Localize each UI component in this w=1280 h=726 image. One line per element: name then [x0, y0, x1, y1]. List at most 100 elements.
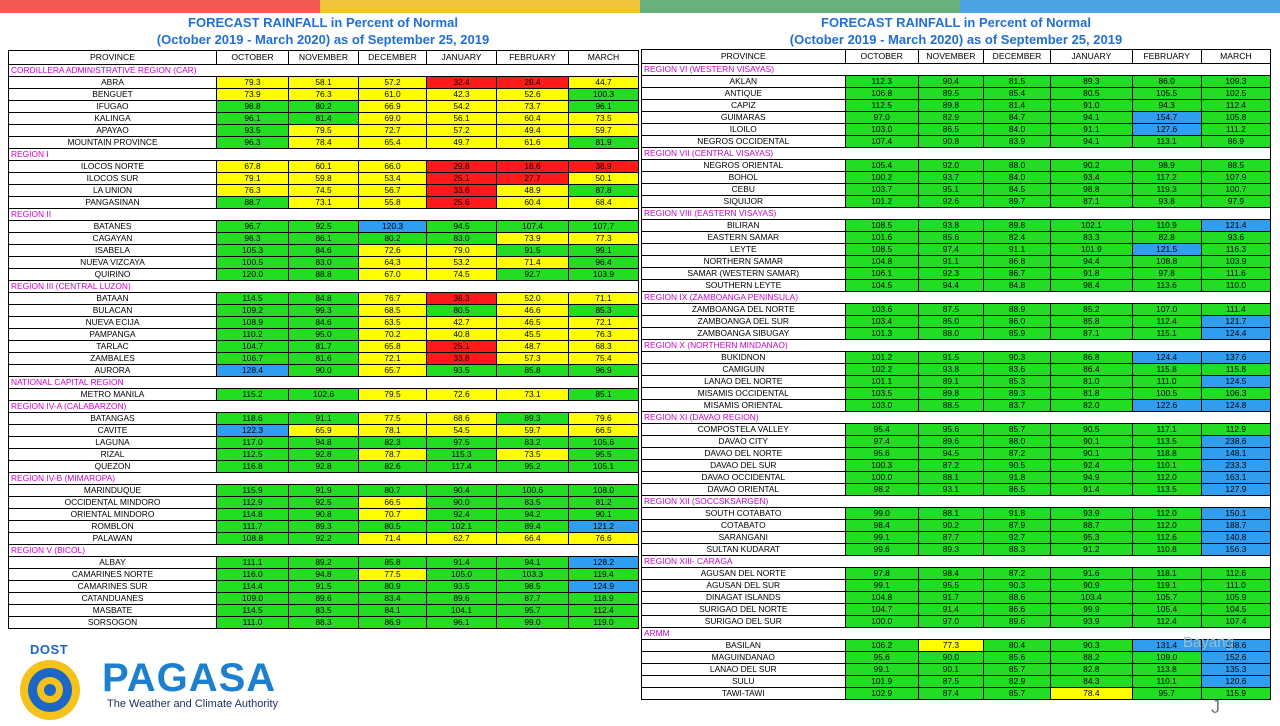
rainfall-value-cell: 111.7	[216, 520, 289, 533]
rainfall-value-cell: 92.7	[496, 268, 569, 281]
rainfall-value-cell: 113.6	[1131, 279, 1202, 292]
province-row: AURORA 128.4 90.0 65.7 93.5 85.8 96.9	[8, 364, 639, 377]
rainfall-value-cell: 86.1	[288, 232, 359, 245]
rainfall-value-cell: 57.2	[358, 76, 427, 89]
column-header: MARCH	[568, 50, 639, 65]
rainfall-value-cell: 88.1	[917, 507, 984, 520]
rainfall-value-cell: 56.1	[426, 112, 497, 125]
rainfall-value-cell: 104.5	[1200, 603, 1272, 616]
rainfall-value-cell: 42.3	[426, 88, 497, 101]
province-row: MOUNTAIN PROVINCE 96.3 78.4 65.4 49.7 61.6 81.…	[8, 136, 639, 149]
rainfall-value-cell: 112.6	[1200, 567, 1272, 580]
rainfall-value-cell: 85.6	[917, 231, 984, 244]
region-name: REGION IV-A (CALABARZON)	[8, 400, 639, 413]
province-name: SIQUIJOR	[641, 195, 846, 208]
province-name: CAMARINES NORTE	[8, 568, 217, 581]
province-name: TARLAC	[8, 340, 217, 353]
province-row: CAVITE 122.3 65.9 78.1 54.5 59.7 66.5	[8, 424, 639, 437]
rainfall-value-cell: 95.7	[496, 604, 569, 617]
rainfall-value-cell: 115.9	[1200, 687, 1272, 700]
rainfall-value-cell: 76.3	[216, 184, 289, 197]
province-row: BASILAN 106.2 77.3 80.4 90.3 131.4 138.6	[641, 639, 1272, 652]
rainfall-value-cell: 85.7	[982, 663, 1052, 676]
column-header: JANUARY	[426, 50, 497, 65]
rainfall-value-cell: 76.6	[568, 532, 639, 545]
rainfall-value-cell: 85.8	[1050, 315, 1133, 328]
province-name: ROMBLON	[8, 520, 217, 533]
rainfall-value-cell: 60.4	[496, 196, 569, 209]
rainfall-value-cell: 89.7	[982, 195, 1052, 208]
rainfall-value-cell: 94.2	[496, 508, 569, 521]
province-row: CAGAYAN 98.3 86.1 80.2 83.0 73.9 77.3	[8, 232, 639, 245]
rainfall-value-cell: 103.9	[568, 268, 639, 281]
rainfall-value-cell: 91.1	[982, 243, 1052, 256]
rainfall-value-cell: 99.0	[844, 507, 919, 520]
rainfall-value-cell: 84.8	[288, 292, 359, 305]
rainfall-value-cell: 113.5	[1131, 435, 1202, 448]
rainfall-value-cell: 80.5	[426, 304, 497, 317]
rainfall-value-cell: 116.8	[216, 460, 289, 473]
rainfall-value-cell: 83.5	[288, 604, 359, 617]
rainfall-value-cell: 100.7	[1200, 183, 1272, 196]
rainfall-value-cell: 89.1	[917, 375, 984, 388]
rainfall-value-cell: 83.9	[982, 135, 1052, 148]
rainfall-value-cell: 101.9	[844, 675, 919, 688]
rainfall-value-cell: 110.0	[1200, 279, 1272, 292]
rainfall-value-cell: 99.3	[288, 304, 359, 317]
rainfall-value-cell: 91.5	[288, 580, 359, 593]
province-row: GUIMARAS 97.0 82.9 84.7 94.1 154.7 105.8	[641, 111, 1272, 124]
rainfall-value-cell: 104.7	[216, 340, 289, 353]
rainfall-value-cell: 127.9	[1200, 483, 1272, 496]
rainfall-value-cell: 68.5	[358, 304, 427, 317]
rainfall-value-cell: 89.8	[917, 387, 984, 400]
rainfall-value-cell: 109.3	[1200, 75, 1272, 88]
rainfall-value-cell: 91.4	[426, 556, 497, 569]
rainfall-value-cell: 71.1	[568, 292, 639, 305]
rainfall-value-cell: 113.5	[1131, 483, 1202, 496]
rainfall-value-cell: 110.2	[216, 328, 289, 341]
rainfall-value-cell: 71.4	[358, 532, 427, 545]
province-row: TARLAC 104.7 81.7 65.8 25.1 48.7 68.3	[8, 340, 639, 353]
province-name: SOUTH COTABATO	[641, 507, 846, 520]
rainfall-value-cell: 90.3	[982, 351, 1052, 364]
rainfall-value-cell: 90.1	[568, 508, 639, 521]
rainfall-value-cell: 68.4	[568, 196, 639, 209]
province-name: ILOILO	[641, 123, 846, 136]
rainfall-value-cell: 111.0	[1200, 579, 1272, 592]
rainfall-value-cell: 111.0	[216, 616, 289, 629]
province-name: CAMIGUIN	[641, 363, 846, 376]
rainfall-value-cell: 98.9	[1131, 159, 1202, 172]
rainfall-value-cell: 112.5	[844, 99, 919, 112]
rainfall-value-cell: 95.2	[496, 460, 569, 473]
region-name: NATIONAL CAPITAL REGION	[8, 376, 639, 389]
province-row: QUEZON 116.8 92.8 82.6 117.4 95.2 105.1	[8, 460, 639, 473]
province-name: ZAMBOANGA SIBUGAY	[641, 327, 846, 340]
province-row: DAVAO OCCIDENTAL 100.0 88.1 91.8 94.9 112.0 16…	[641, 471, 1272, 484]
province-name: BOHOL	[641, 171, 846, 184]
rainfall-value-cell: 81.4	[982, 99, 1052, 112]
rainfall-value-cell: 58.1	[288, 76, 359, 89]
province-name: ZAMBOANGA DEL SUR	[641, 315, 846, 328]
rainfall-value-cell: 94.1	[496, 556, 569, 569]
rainfall-value-cell: 110.8	[1131, 543, 1202, 556]
province-name: CAVITE	[8, 424, 217, 437]
rainfall-value-cell: 106.3	[1200, 387, 1272, 400]
province-name: TAWI-TAWI	[641, 687, 846, 700]
rainfall-value-cell: 95.4	[844, 423, 919, 436]
rainfall-value-cell: 105.8	[1200, 111, 1272, 124]
rainfall-value-cell: 76.7	[358, 292, 427, 305]
rainfall-value-cell: 103.0	[844, 123, 919, 136]
rainfall-value-cell: 81.2	[568, 496, 639, 509]
province-row: SULTAN KUDARAT 99.6 89.3 88.3 91.2 110.8 156.3	[641, 543, 1272, 556]
rainfall-value-cell: 100.0	[844, 471, 919, 484]
province-name: IFUGAO	[8, 100, 217, 113]
rainfall-value-cell: 81.4	[288, 112, 359, 125]
rainfall-value-cell: 49.4	[496, 124, 569, 137]
rainfall-value-cell: 25.1	[426, 340, 497, 353]
region-header-row: REGION I	[8, 148, 639, 161]
rainfall-value-cell: 103.4	[1050, 591, 1133, 604]
column-header: DECEMBER	[358, 50, 427, 65]
rainfall-value-cell: 98.4	[844, 519, 919, 532]
rainfall-value-cell: 88.5	[1200, 159, 1272, 172]
rainfall-value-cell: 59.8	[288, 172, 359, 185]
